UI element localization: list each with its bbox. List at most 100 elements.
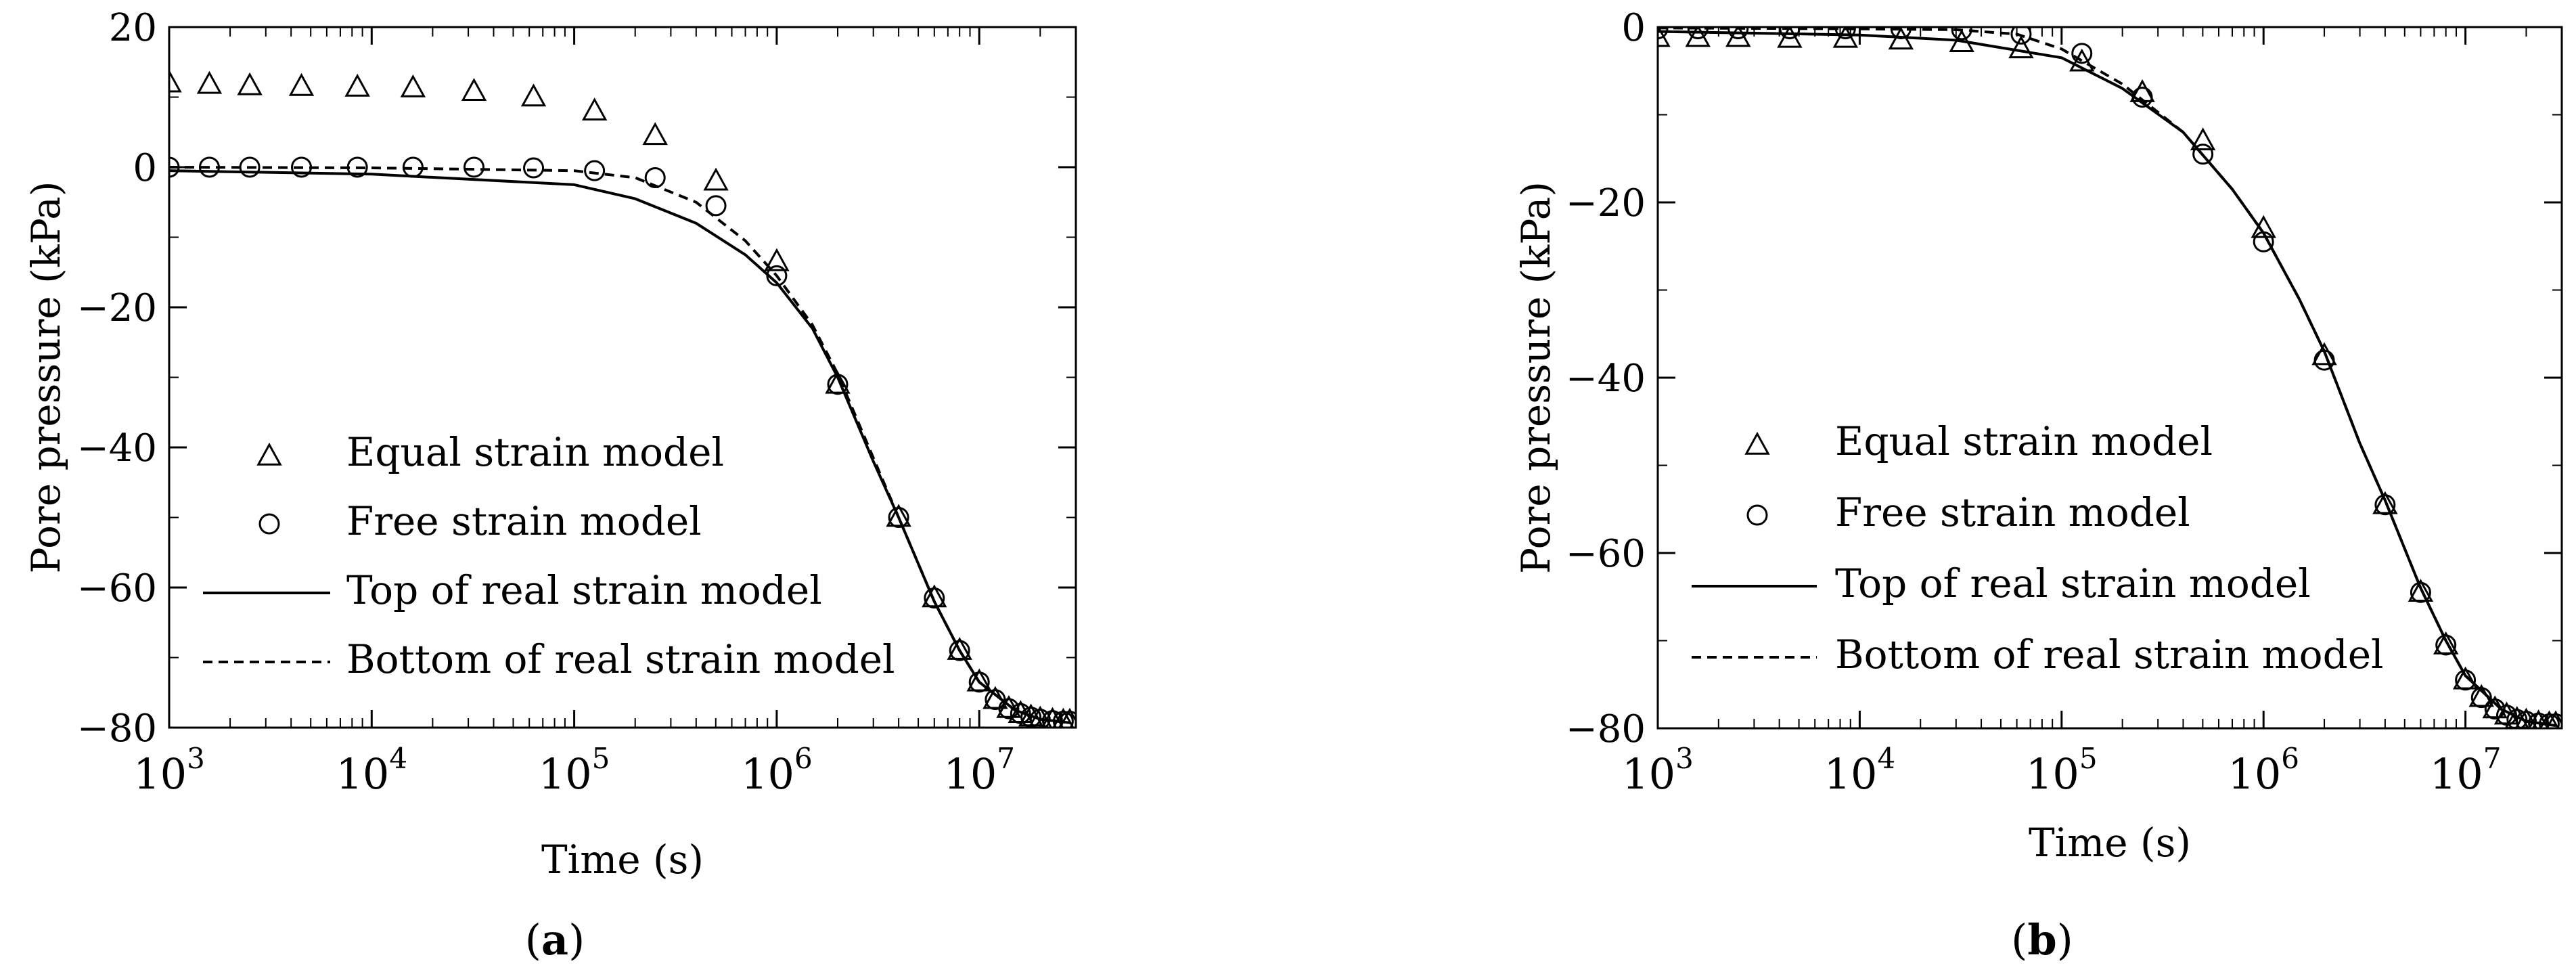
- x-tick-exponent: 3: [187, 742, 205, 775]
- series-0-point: [1949, 29, 1974, 53]
- series-line-2: [1658, 30, 2556, 728]
- x-tick-base: 10: [2026, 749, 2079, 799]
- x-tick-label: 104: [336, 742, 407, 799]
- series-1-point: [584, 160, 606, 181]
- x-tick-base: 10: [336, 749, 389, 799]
- legend-symbol-circle: [258, 513, 280, 535]
- x-tick-label: 105: [539, 742, 610, 799]
- legend-entry-label: Bottom of real strain model: [346, 636, 895, 682]
- series-0-point: [703, 167, 729, 191]
- series-0-point: [2546, 710, 2562, 728]
- panel-caption-letter: a: [541, 915, 568, 965]
- plot-frame: [168, 26, 1077, 729]
- x-tick-label: 106: [741, 742, 813, 799]
- y-tick-label: −80: [77, 707, 157, 751]
- series-1-point: [1041, 710, 1063, 728]
- y-axis-label: Pore pressure (kPa): [23, 181, 69, 573]
- series-1-point: [1020, 706, 1042, 728]
- series-0-point: [196, 70, 223, 94]
- series-0-point: [2008, 35, 2034, 59]
- x-tick-label: 103: [133, 742, 205, 799]
- series-1-point: [346, 156, 368, 178]
- x-tick-base: 10: [2430, 749, 2483, 799]
- series-1-point: [2253, 231, 2274, 252]
- series-1-point: [705, 195, 727, 217]
- series-0-point: [461, 78, 487, 101]
- legend-entry-label: Bottom of real strain model: [1835, 632, 2384, 678]
- legend-symbol-circle: [1746, 504, 1768, 526]
- series-1-point: [2071, 43, 2093, 64]
- series-0-point: [825, 370, 851, 394]
- y-tick-label: 0: [1621, 6, 1646, 50]
- series-0-point: [2468, 684, 2494, 707]
- series-1-point: [2131, 87, 2153, 108]
- series-1-point: [1029, 709, 1051, 728]
- series-1-point: [1727, 27, 1749, 40]
- series-1-point: [2192, 143, 2214, 165]
- legend-entry-label: Free strain model: [346, 498, 702, 544]
- series-1-point: [2374, 494, 2396, 516]
- series-1-point: [1890, 27, 1912, 40]
- series-1-point: [523, 157, 545, 179]
- x-tick-label: 107: [943, 742, 1015, 799]
- series-1-point: [463, 156, 484, 178]
- series-1-point: [1687, 27, 1709, 40]
- x-tick-base: 10: [1622, 749, 1675, 799]
- legend: Equal strain model Free strain model Top o…: [1692, 418, 2384, 678]
- legend-entry-label: Equal strain model: [346, 429, 724, 475]
- legend-entry-label: Top of real strain model: [346, 567, 822, 613]
- series-0-point: [520, 83, 547, 107]
- series-0-point: [169, 69, 182, 93]
- x-tick-exponent: 7: [997, 742, 1015, 775]
- series-1-point: [1834, 27, 1856, 40]
- series-1-point: [2313, 349, 2335, 371]
- legend-entry-label: Equal strain model: [1835, 418, 2213, 464]
- series-1-point: [1658, 27, 1669, 40]
- series-1-point: [2010, 27, 2032, 45]
- series-1-point: [827, 374, 849, 395]
- series-1-point: [1059, 711, 1076, 728]
- legend: Equal strain model Free strain model Top o…: [203, 429, 895, 682]
- x-tick-exponent: 7: [2483, 742, 2502, 775]
- x-tick-base: 10: [1824, 749, 1878, 799]
- series-line-3: [1658, 27, 2556, 728]
- x-tick-base: 10: [943, 749, 997, 799]
- series-0-point: [581, 97, 608, 120]
- series-0-point: [1052, 707, 1075, 728]
- panel-caption-letter: b: [2027, 915, 2056, 965]
- series-1-point: [1779, 27, 1801, 40]
- series-0-point: [237, 72, 263, 95]
- series-1-point: [924, 588, 945, 609]
- x-tick-exponent: 6: [794, 742, 813, 775]
- series-0-point: [2539, 710, 2560, 728]
- series-1-point: [888, 507, 909, 528]
- series-0-point: [344, 73, 370, 97]
- x-tick-exponent: 3: [1675, 742, 1694, 775]
- series-1-point: [998, 698, 1020, 720]
- series-0-point: [2251, 215, 2276, 238]
- y-axis-label: Pore pressure (kPa): [1513, 181, 1559, 574]
- series-0-point: [2408, 579, 2434, 602]
- series-1-point: [2470, 687, 2492, 709]
- series-1-point: [766, 265, 788, 286]
- series-1-point: [968, 671, 990, 693]
- series-0-point: [947, 637, 972, 660]
- panel-caption: (a): [525, 915, 585, 965]
- legend-entry-label: Top of real strain model: [1835, 560, 2311, 606]
- series-1-point: [949, 640, 970, 661]
- plot-frame: [1656, 26, 2563, 730]
- series-0-point: [1058, 707, 1076, 728]
- series-0-point: [886, 504, 911, 527]
- series-1-point: [2484, 699, 2506, 720]
- series-1-point: [2515, 711, 2537, 728]
- panel-caption: (b): [2011, 915, 2073, 965]
- series-0-point: [2311, 342, 2337, 366]
- y-tick-label: −40: [77, 426, 157, 470]
- y-tick-label: −20: [1566, 181, 1646, 225]
- series-1-point: [198, 156, 220, 178]
- y-tick-label: 20: [109, 6, 157, 50]
- series-0-point: [400, 74, 426, 97]
- series-1-point: [2496, 705, 2518, 726]
